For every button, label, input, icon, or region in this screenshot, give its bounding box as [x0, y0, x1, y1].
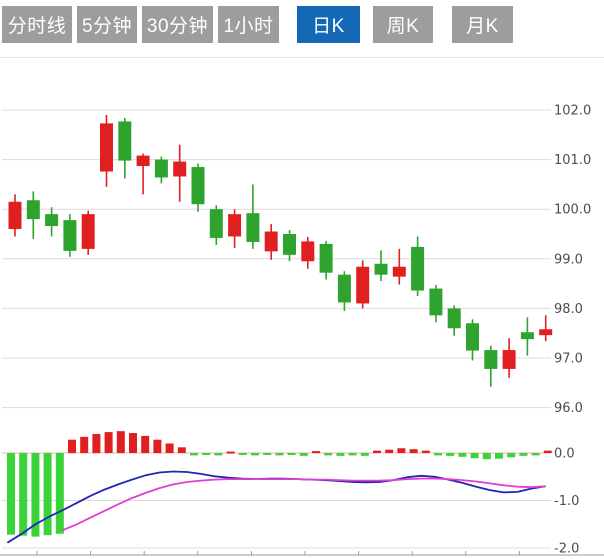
macd-hist-bar-down — [43, 453, 52, 536]
candle-up — [356, 266, 370, 304]
tab-周K[interactable]: 周K — [373, 6, 433, 43]
macd-hist-bar-down — [275, 453, 284, 456]
macd-hist-bar-down — [287, 453, 296, 455]
price-axis-label: 97.0 — [554, 352, 583, 367]
macd-hist-bar-down — [238, 453, 247, 455]
macd-hist-bar-up — [80, 436, 89, 453]
macd-hist-bar-down — [531, 453, 540, 456]
candle-down — [118, 121, 132, 161]
macd-hist-bar-down — [434, 453, 442, 456]
candle-up — [173, 161, 187, 177]
macd-hist-bar-up — [177, 447, 186, 453]
candle-down — [466, 323, 479, 351]
candle-down — [429, 288, 443, 316]
macd-hist-bar-down — [214, 453, 223, 456]
macd-hist-bar-down — [263, 453, 272, 455]
macd-hist-bar-down — [470, 453, 479, 459]
candle-up — [100, 123, 113, 172]
macd-hist-bar-down — [190, 453, 198, 456]
candle-down — [63, 220, 77, 251]
macd-hist-bar-up — [153, 439, 162, 453]
candle-up — [264, 231, 278, 252]
price-axis-label: 96.0 — [554, 401, 583, 416]
candle-down — [209, 209, 223, 238]
candle-down — [447, 308, 461, 329]
tab-1小时[interactable]: 1小时 — [218, 6, 279, 43]
candle-down — [45, 214, 59, 227]
candle-down — [26, 200, 40, 220]
macd-hist-bar-down — [251, 453, 259, 456]
macd-hist-bar-down — [482, 453, 491, 460]
price-axis-label: 102.0 — [554, 104, 591, 119]
candle-down — [411, 246, 425, 291]
candle-up — [392, 266, 406, 277]
tabs-separator — [0, 57, 604, 58]
candle-down — [246, 213, 260, 242]
candle-down — [374, 263, 388, 275]
price-axis-label: 101.0 — [554, 153, 591, 168]
macd-hist-bar-down — [519, 453, 528, 456]
macd-hist-bar-up — [129, 433, 137, 453]
macd-hist-bar-up — [141, 435, 150, 453]
macd-hist-bar-up — [104, 432, 113, 453]
macd-dea-line — [62, 477, 546, 531]
macd-dif-line — [7, 470, 546, 544]
macd-hist-bar-down — [348, 453, 357, 456]
candle-down — [154, 159, 168, 178]
price-axis-label: 99.0 — [554, 252, 583, 267]
macd-axis-label: 0.0 — [554, 447, 575, 462]
macd-hist-bar-up — [68, 439, 76, 453]
tab-日K-active[interactable]: 日K — [297, 6, 360, 43]
candle-up — [539, 329, 553, 336]
macd-hist-bar-down — [336, 453, 345, 456]
macd-hist-bar-down — [507, 453, 516, 458]
price-axis-label: 98.0 — [554, 302, 583, 317]
macd-hist-bar-down — [7, 453, 15, 535]
macd-hist-bar-up — [543, 450, 552, 453]
macd-hist-bar-up — [421, 450, 430, 453]
tab-5分钟[interactable]: 5分钟 — [77, 6, 137, 43]
candle-up — [136, 155, 150, 167]
macd-hist-bar-up — [312, 451, 320, 454]
macd-hist-bar-up — [226, 451, 235, 454]
macd-hist-bar-down — [324, 453, 333, 456]
macd-hist-bar-up — [116, 431, 125, 453]
candle-down — [191, 167, 205, 205]
macd-hist-bar-down — [299, 453, 308, 456]
macd-axis-label: -2.0 — [554, 542, 579, 557]
macd-hist-bar-down — [55, 453, 64, 534]
macd-hist-bar-up — [409, 449, 418, 453]
candle-down — [520, 332, 534, 340]
macd-axis-label: -1.0 — [554, 494, 579, 509]
period-tabs-bar: 分时线 5分钟 30分钟 1小时 日K 周K 月K — [0, 0, 604, 57]
macd-hist-bar-up — [165, 443, 174, 453]
macd-hist-bar-down — [19, 453, 28, 536]
tab-月K[interactable]: 月K — [452, 6, 513, 43]
candle-down — [337, 274, 351, 303]
candle-down — [283, 234, 296, 255]
macd-hist-bar-down — [495, 453, 503, 459]
macd-hist-bar-up — [373, 450, 381, 453]
price-axis-label: 100.0 — [554, 203, 591, 218]
macd-hist-bar-down — [446, 453, 455, 456]
candle-down — [319, 243, 333, 273]
macd-hist-bar-up — [92, 434, 101, 453]
candle-up — [8, 201, 22, 230]
macd-hist-bar-down — [202, 453, 211, 455]
macd-hist-bar-up — [397, 448, 406, 453]
macd-hist-bar-down — [360, 453, 369, 456]
candle-up — [228, 214, 242, 237]
macd-hist-bar-down — [458, 453, 467, 457]
candle-down — [484, 350, 498, 369]
macd-hist-bar-up — [385, 449, 394, 453]
tab-分时线[interactable]: 分时线 — [2, 6, 72, 43]
candle-up — [301, 241, 315, 262]
macd-hist-bar-down — [31, 453, 40, 537]
candle-up — [81, 214, 95, 249]
candle-up — [502, 350, 516, 369]
tab-30分钟[interactable]: 30分钟 — [142, 6, 213, 43]
